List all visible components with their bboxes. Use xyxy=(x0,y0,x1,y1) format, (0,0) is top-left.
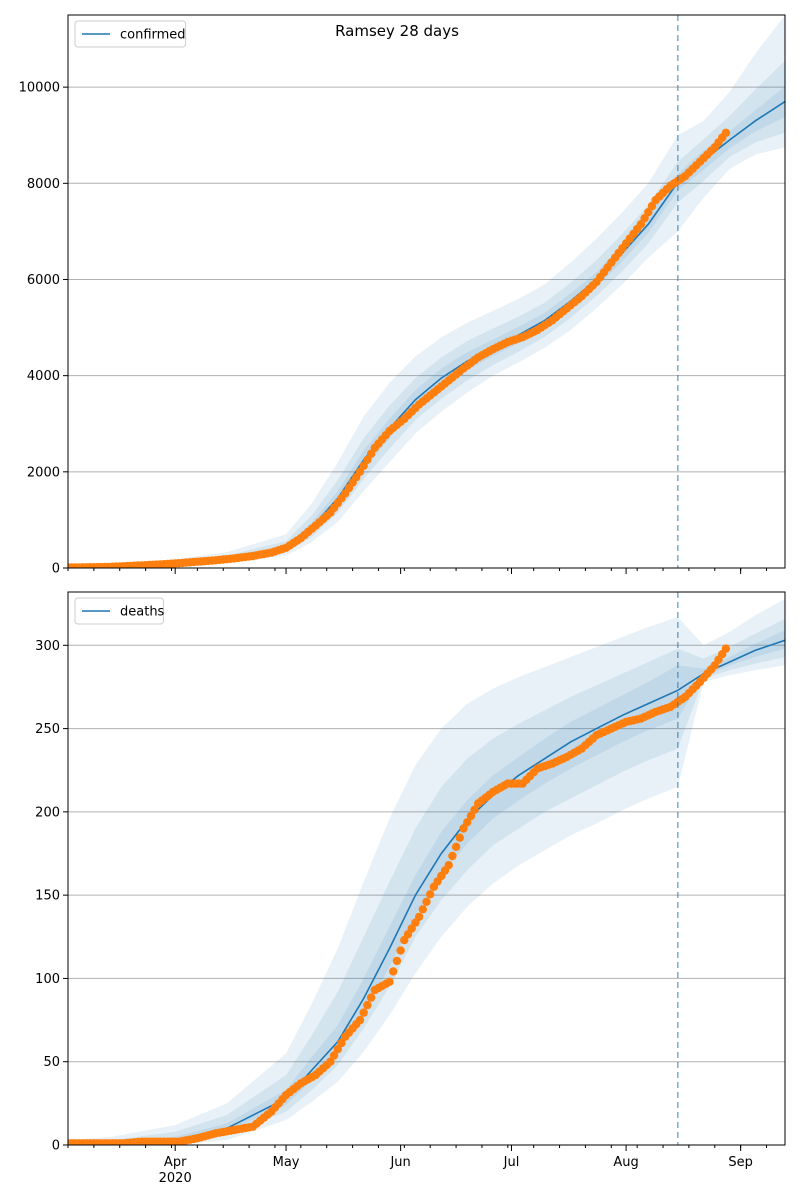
observed-point xyxy=(363,1000,372,1010)
observed-point xyxy=(363,455,372,464)
y-tick-label: 8000 xyxy=(27,177,60,192)
observed-point xyxy=(466,811,476,821)
confidence-band-2 xyxy=(68,618,785,1145)
y-tick-label: 150 xyxy=(35,889,60,904)
axes-frame xyxy=(67,591,786,1146)
observed-point xyxy=(463,818,472,827)
observed-point xyxy=(355,1015,365,1025)
observed-point xyxy=(359,1008,368,1017)
observed-point xyxy=(326,1057,335,1066)
y-tick-label: 6000 xyxy=(27,273,60,288)
x-tick-label: Sep xyxy=(728,1155,753,1170)
y-tick-label: 50 xyxy=(43,1055,60,1070)
observed-point xyxy=(333,1045,342,1054)
observed-point xyxy=(396,946,405,955)
observed-point xyxy=(355,467,365,476)
observed-point xyxy=(329,1051,339,1060)
y-tick-label: 0 xyxy=(52,1139,60,1154)
y-tick-label: 0 xyxy=(52,562,60,577)
observed-point xyxy=(721,128,731,137)
legend-box xyxy=(74,597,164,625)
plot-area xyxy=(68,15,785,568)
axes-frame xyxy=(67,14,786,569)
observed-point xyxy=(426,890,435,899)
observed-point xyxy=(448,851,457,861)
observed-point xyxy=(359,461,368,470)
observed-point xyxy=(470,805,479,814)
y-tick-label: 300 xyxy=(35,639,60,654)
y-tick-label: 10000 xyxy=(19,81,60,96)
x-tick-label: Apr xyxy=(164,1155,187,1170)
x-tick-label: Aug xyxy=(613,1155,638,1170)
observed-point xyxy=(721,644,731,653)
legend: deaths xyxy=(74,597,165,625)
y-tick-label: 200 xyxy=(35,805,60,820)
y-tick-label: 4000 xyxy=(27,369,60,384)
observed-point xyxy=(640,214,649,223)
y-tick-label: 2000 xyxy=(27,465,60,480)
legend-label: confirmed xyxy=(120,28,186,43)
figure-title: Ramsey 28 days xyxy=(335,22,459,40)
observed-point xyxy=(385,977,394,986)
legend: confirmed xyxy=(74,20,187,48)
x-tick-label: May xyxy=(273,1155,300,1170)
observed-point xyxy=(389,967,398,976)
observed-point xyxy=(366,993,376,1002)
confirmed-panel: 0 2000 4000 6000 8000 10000 confirmed xyxy=(19,14,786,577)
observed-point xyxy=(444,861,453,870)
observed-point xyxy=(636,220,646,229)
legend-box xyxy=(74,20,187,48)
x-tick-label: Jun xyxy=(389,1155,410,1170)
confidence-band-3 xyxy=(68,630,785,1145)
x-year-label: 2020 xyxy=(159,1171,192,1186)
plot-area xyxy=(68,598,785,1145)
observed-point xyxy=(337,1038,346,1048)
observed-point xyxy=(392,956,402,966)
observed-point xyxy=(366,449,376,458)
observed-point xyxy=(451,842,461,851)
x-tick-label: Jul xyxy=(503,1155,520,1170)
y-tick-label: 250 xyxy=(35,722,60,737)
y-tick-label: 100 xyxy=(35,972,60,987)
observed-point xyxy=(647,201,657,211)
observed-point xyxy=(644,208,653,217)
observed-point xyxy=(418,905,427,914)
observed-point xyxy=(459,824,468,833)
observed-point xyxy=(422,897,431,906)
observed-point xyxy=(414,912,424,921)
observed-point xyxy=(455,833,464,842)
legend-label: deaths xyxy=(120,605,165,620)
